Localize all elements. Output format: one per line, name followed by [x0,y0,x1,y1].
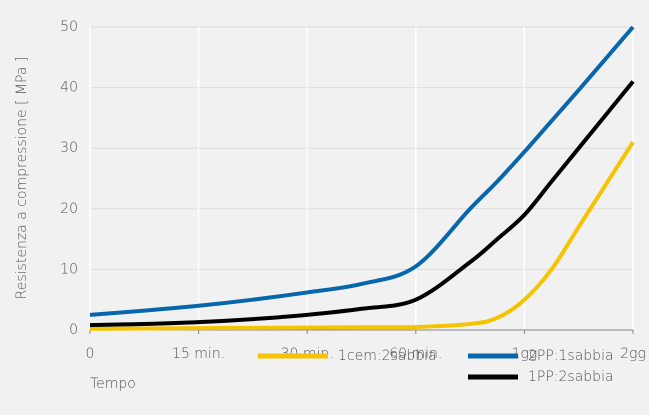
y-tick-label: 20 [60,201,78,217]
y-tick-label: 30 [60,140,78,156]
x-tick-label: 60 min. [389,346,442,362]
x-tick-label: 15 min. [172,346,225,362]
x-tick-label: 0 [86,346,95,362]
series-line [89,141,635,331]
legend-label: 1cem:2sabbia [338,348,437,364]
series-line [89,25,635,317]
x-axis-label: Tempo [90,376,136,392]
legend-label: 1PP:2sabbia [528,369,614,385]
y-tick-label: 50 [60,19,78,35]
y-tick-label: 0 [69,322,78,338]
y-tick-label: 10 [60,261,78,277]
y-tick-label: 40 [60,80,78,96]
series-line [89,80,635,328]
legend-label: 2PP:1sabbia [528,348,614,364]
x-tick-label: 2gg [620,346,646,362]
y-axis-label: Resistenza a compressione [ MPa ] [14,57,30,300]
